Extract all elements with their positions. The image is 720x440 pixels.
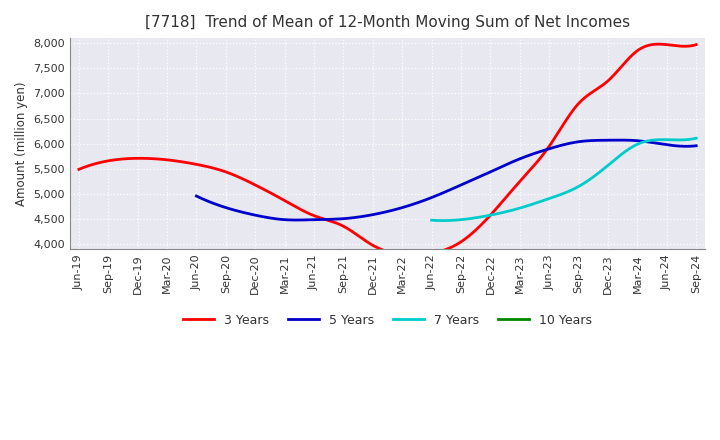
7 Years (692, 136, 701, 141)
7 Years (554, 193, 562, 198)
3 Years (582, 94, 590, 99)
5 Years (692, 143, 701, 148)
Legend: 3 Years, 5 Years, 7 Years, 10 Years: 3 Years, 5 Years, 7 Years, 10 Years (178, 309, 598, 332)
3 Years (692, 42, 701, 47)
3 Years (408, 253, 417, 258)
3 Years (444, 246, 452, 252)
5 Years (490, 167, 499, 172)
3 Years (680, 44, 688, 49)
5 Years (192, 194, 201, 199)
5 Years (616, 137, 624, 143)
5 Years (431, 194, 439, 199)
Line: 5 Years: 5 Years (197, 140, 696, 220)
5 Years (682, 144, 690, 149)
3 Years (372, 244, 380, 249)
Y-axis label: Amount (million yen): Amount (million yen) (15, 81, 28, 206)
7 Years (585, 177, 594, 182)
7 Years (555, 192, 564, 198)
7 Years (571, 186, 580, 191)
Title: [7718]  Trend of Mean of 12-Month Moving Sum of Net Incomes: [7718] Trend of Mean of 12-Month Moving … (145, 15, 630, 30)
5 Years (603, 138, 611, 143)
7 Years (644, 138, 653, 143)
7 Years (686, 137, 695, 142)
5 Years (433, 192, 442, 198)
7 Years (438, 218, 447, 223)
3 Years (410, 253, 418, 258)
Line: 3 Years: 3 Years (79, 44, 696, 255)
3 Years (75, 167, 84, 172)
3 Years (368, 242, 377, 248)
7 Years (427, 217, 436, 223)
3 Years (654, 41, 663, 47)
5 Years (292, 217, 301, 223)
Line: 7 Years: 7 Years (431, 138, 696, 220)
5 Years (464, 180, 472, 185)
